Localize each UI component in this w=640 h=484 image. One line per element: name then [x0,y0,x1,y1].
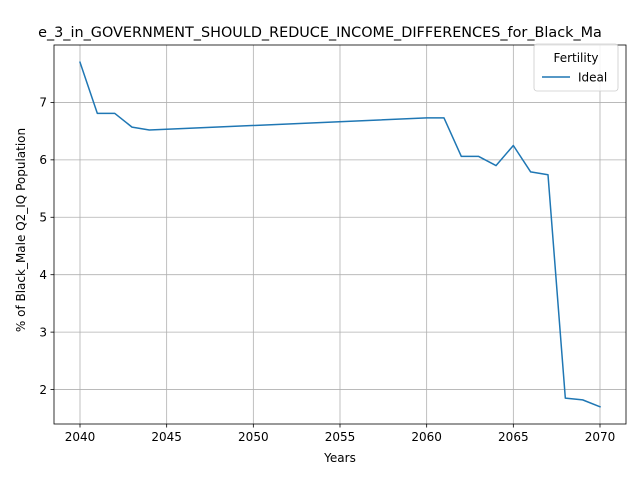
x-tick-label: 2045 [151,430,182,444]
legend: Fertility Ideal [533,43,619,92]
chart-title: e_3_in_GOVERNMENT_SHOULD_REDUCE_INCOME_D… [38,25,602,41]
y-tick-label: 4 [39,268,47,282]
x-tick-label: 2050 [238,430,269,444]
legend-entry-ideal: Ideal [578,71,607,85]
x-tick-label: 2040 [65,430,96,444]
legend-box [533,43,619,92]
y-tick-label: 7 [39,96,47,110]
y-tick-label: 3 [39,325,47,339]
grid [54,45,626,424]
x-tick-label: 2060 [411,430,442,444]
series-line-ideal [79,61,601,408]
y-axis: 2 3 4 5 6 7 [39,96,54,397]
x-tick-label: 2065 [498,430,529,444]
x-axis-label: Years [323,451,356,465]
x-tick-label: 2055 [325,430,356,444]
y-tick-label: 6 [39,153,47,167]
x-tick-label: 2070 [585,430,616,444]
legend-title: Fertility [553,51,598,65]
x-axis: 2040 2045 2050 2055 2060 2065 2070 [65,424,616,444]
y-tick-label: 2 [39,383,47,397]
y-axis-label: % of Black_Male Q2_IQ Population [14,128,28,332]
series-layer [79,61,601,408]
y-tick-label: 5 [39,211,47,225]
